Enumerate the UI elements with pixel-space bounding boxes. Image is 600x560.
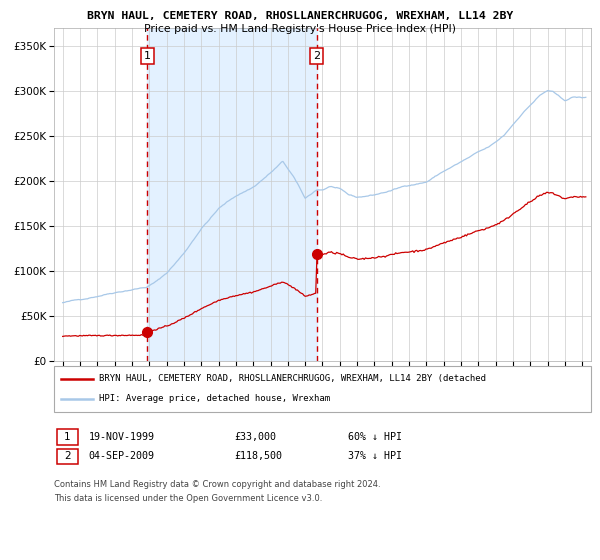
Text: 60% ↓ HPI: 60% ↓ HPI [348, 432, 402, 442]
Text: 04-SEP-2009: 04-SEP-2009 [89, 451, 155, 461]
Text: 19-NOV-1999: 19-NOV-1999 [89, 432, 155, 442]
Text: This data is licensed under the Open Government Licence v3.0.: This data is licensed under the Open Gov… [54, 494, 322, 503]
Text: 2: 2 [313, 52, 320, 62]
Text: BRYN HAUL, CEMETERY ROAD, RHOSLLANERCHRUGOG, WREXHAM, LL14 2BY: BRYN HAUL, CEMETERY ROAD, RHOSLLANERCHRU… [87, 11, 513, 21]
Text: 37% ↓ HPI: 37% ↓ HPI [348, 451, 402, 461]
Bar [147, 28, 317, 361]
Text: 2: 2 [64, 451, 71, 461]
Text: BRYN HAUL, CEMETERY ROAD, RHOSLLANERCHRUGOG, WREXHAM, LL14 2BY (detached: BRYN HAUL, CEMETERY ROAD, RHOSLLANERCHRU… [99, 374, 486, 383]
Text: £33,000: £33,000 [234, 432, 276, 442]
Text: 1: 1 [143, 52, 151, 62]
Text: Price paid vs. HM Land Registry's House Price Index (HPI): Price paid vs. HM Land Registry's House … [144, 24, 456, 34]
Text: £118,500: £118,500 [234, 451, 282, 461]
Text: HPI: Average price, detached house, Wrexham: HPI: Average price, detached house, Wrex… [99, 394, 330, 403]
Text: Contains HM Land Registry data © Crown copyright and database right 2024.: Contains HM Land Registry data © Crown c… [54, 480, 380, 489]
Text: 1: 1 [64, 432, 71, 442]
